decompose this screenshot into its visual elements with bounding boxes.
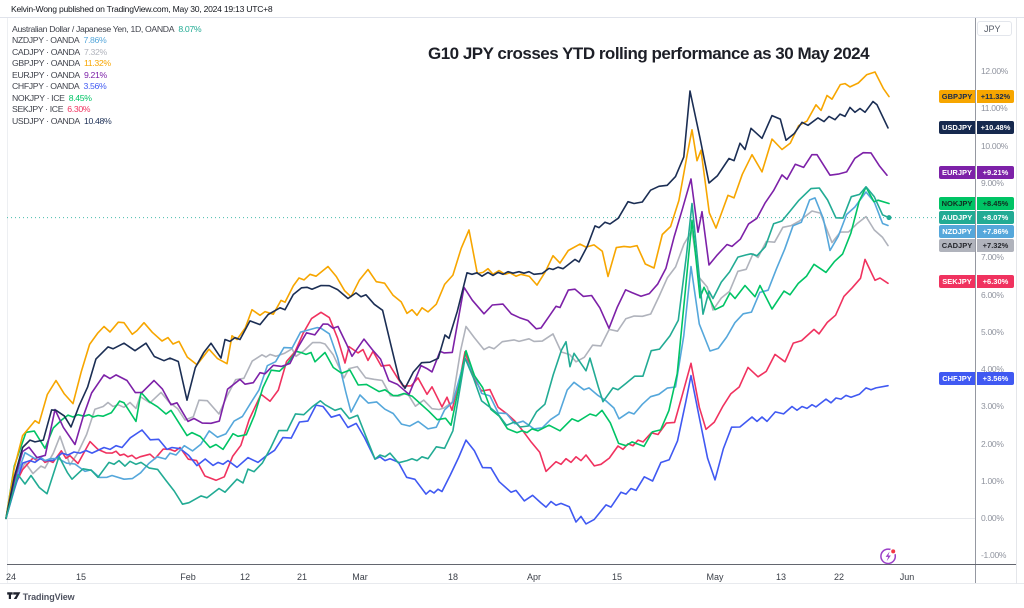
svg-text:TradingView: TradingView	[23, 592, 76, 602]
